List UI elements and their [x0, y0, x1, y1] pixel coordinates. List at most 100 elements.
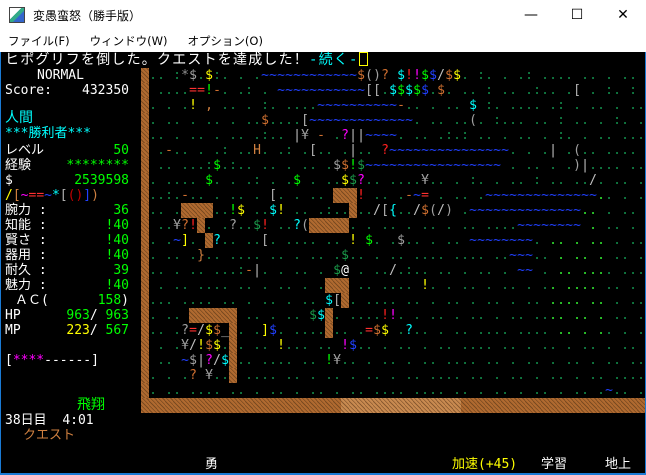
water-tile: ~ — [373, 158, 381, 173]
floor-tile: . — [549, 173, 557, 188]
floor-tile: . — [581, 68, 589, 83]
wall-tile — [541, 398, 549, 413]
floor-tile: . — [285, 293, 293, 308]
floor-tile: . — [597, 323, 605, 338]
object-tile: ¥ — [205, 368, 213, 383]
floor-tile: . — [477, 308, 485, 323]
floor-tile — [325, 263, 333, 278]
water-tile: ~ — [477, 158, 485, 173]
floor-tile: . — [197, 68, 205, 83]
floor-tile — [245, 203, 253, 218]
floor-tile — [317, 293, 325, 308]
floor-tile: . — [477, 383, 485, 398]
floor-tile: . — [485, 128, 493, 143]
floor-tile — [285, 263, 293, 278]
floor-tile — [165, 338, 173, 353]
floor-tile: . — [477, 263, 485, 278]
water-tile: ~ — [357, 113, 365, 128]
floor-tile: . — [541, 308, 549, 323]
health-empty: ------ — [44, 353, 92, 368]
floor-tile: . — [501, 383, 509, 398]
floor-tile: . — [397, 203, 405, 218]
floor-tile: . — [381, 188, 389, 203]
floor-tile: . — [637, 248, 645, 263]
water-tile: ~ — [357, 98, 365, 113]
floor-tile: . — [197, 263, 205, 278]
floor-tile — [477, 218, 485, 233]
floor-tile: . — [525, 128, 533, 143]
floor-tile — [429, 188, 437, 203]
water-tile: ~ — [501, 188, 509, 203]
floor-tile: . — [205, 218, 213, 233]
floor-tile: : — [445, 128, 453, 143]
floor-tile: : — [557, 113, 565, 128]
floor-tile: . — [525, 353, 533, 368]
floor-tile: . — [573, 353, 581, 368]
floor-tile — [605, 293, 613, 308]
menu-options[interactable]: オプション(O) — [187, 34, 263, 48]
floor-tile: . — [589, 263, 597, 278]
floor-tile: . — [253, 248, 261, 263]
stat-label: 耐久 : — [5, 263, 47, 278]
game-terminal[interactable]: ヒポグリフを倒した。クエストを達成した！-続く- NORMAL Score: 43… — [0, 52, 646, 475]
wall-tile — [269, 398, 277, 413]
more-prompt[interactable]: -続く- — [309, 52, 359, 68]
dungeon-map[interactable]: .. :*$.$:. . .~~~~~~~~~~~~$()? $!!$$/$$.… — [141, 68, 645, 413]
floor-tile: . — [381, 263, 389, 278]
floor-tile: . — [205, 293, 213, 308]
floor-tile: . — [501, 323, 509, 338]
floor-tile — [405, 308, 413, 323]
object-tile: [ — [381, 203, 389, 218]
wall-tile — [365, 398, 373, 413]
object-tile: | — [197, 353, 205, 368]
floor-tile: . — [413, 113, 421, 128]
menu-window[interactable]: ウィンドウ(W) — [89, 34, 168, 48]
floor-tile: . — [349, 308, 357, 323]
maximize-button[interactable]: ☐ — [570, 7, 584, 23]
water-tile: ~ — [333, 68, 341, 83]
floor-tile: . — [293, 233, 301, 248]
floor-tile: . — [493, 218, 501, 233]
floor-tile: . — [301, 278, 309, 293]
floor-tile: . — [525, 338, 533, 353]
object-tile: | — [357, 128, 365, 143]
floor-tile — [589, 323, 597, 338]
floor-tile: . — [181, 293, 189, 308]
floor-tile: . — [469, 248, 477, 263]
floor-tile: . — [149, 233, 157, 248]
floor-tile: . — [413, 173, 421, 188]
minimize-button[interactable]: — — [524, 7, 538, 23]
floor-tile: . — [597, 158, 605, 173]
floor-tile: . — [293, 188, 301, 203]
close-button[interactable]: ✕ — [617, 7, 629, 23]
floor-tile — [197, 173, 205, 188]
floor-tile: . — [469, 83, 477, 98]
item-tile: $ — [421, 83, 429, 98]
floor-tile: . — [541, 383, 549, 398]
floor-tile — [573, 263, 581, 278]
floor-tile: . — [621, 188, 629, 203]
floor-tile: . — [301, 338, 309, 353]
water-tile: ~ — [429, 143, 437, 158]
floor-tile: . — [613, 98, 621, 113]
floor-tile: . — [389, 173, 397, 188]
water-tile: ~ — [485, 143, 493, 158]
item-tile: ! — [325, 353, 333, 368]
floor-tile: . — [589, 83, 597, 98]
floor-tile: . — [549, 68, 557, 83]
floor-tile — [613, 128, 621, 143]
water-tile: ~ — [173, 233, 181, 248]
map-row: ..:.-.. . .. . [. . .. ! .. .-~= . .. .~… — [141, 188, 645, 203]
floor-tile: . — [181, 173, 189, 188]
menu-file[interactable]: ファイル(F) — [8, 34, 70, 48]
wall-tile — [141, 158, 149, 173]
water-tile: ~ — [365, 128, 373, 143]
floor-tile — [517, 278, 525, 293]
floor-tile: . — [397, 128, 405, 143]
floor-tile: . — [549, 338, 557, 353]
object-tile: | — [549, 143, 557, 158]
floor-tile — [245, 383, 253, 398]
floor-tile — [565, 308, 573, 323]
floor-tile: . — [397, 278, 405, 293]
water-tile: ~ — [373, 128, 381, 143]
